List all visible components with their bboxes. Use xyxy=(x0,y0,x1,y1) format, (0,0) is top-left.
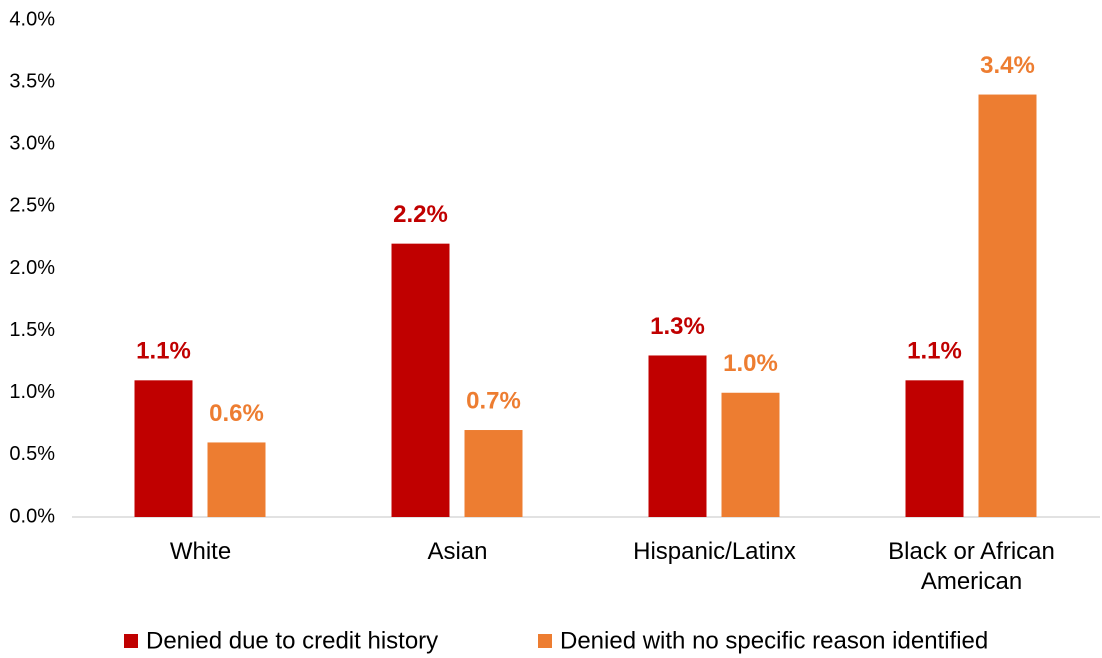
bar xyxy=(134,380,193,517)
value-label: 1.1% xyxy=(907,338,962,365)
x-tick-label: White xyxy=(169,538,232,565)
value-label: 3.4% xyxy=(980,52,1035,79)
bar xyxy=(905,380,964,517)
value-label: 0.7% xyxy=(466,387,521,414)
legend-label: Denied with no specific reason identifie… xyxy=(560,627,988,654)
y-tick-label: 4.0% xyxy=(9,8,55,30)
value-label: 1.1% xyxy=(136,338,191,365)
value-label: 1.0% xyxy=(723,350,778,377)
y-tick-label: 1.5% xyxy=(9,319,55,341)
x-tick-label: Asian xyxy=(427,538,488,565)
value-label: 1.3% xyxy=(650,313,705,340)
value-label: 2.2% xyxy=(393,201,448,228)
bar xyxy=(648,355,707,517)
y-tick-label: 3.0% xyxy=(9,133,55,155)
y-tick-label: 2.0% xyxy=(9,257,55,279)
y-tick-label: 3.5% xyxy=(9,70,55,92)
x-tick-label: Hispanic/Latinx xyxy=(633,538,796,565)
bar xyxy=(721,392,780,517)
bar xyxy=(207,442,266,517)
bar xyxy=(978,94,1037,518)
y-tick-label: 1.0% xyxy=(9,381,55,403)
legend-swatch xyxy=(538,634,552,648)
legend-swatch xyxy=(124,634,138,648)
y-tick-label: 0.5% xyxy=(9,443,55,465)
y-tick-label: 0.0% xyxy=(9,505,55,527)
value-label: 0.6% xyxy=(209,400,264,427)
legend-label: Denied due to credit history xyxy=(146,627,438,654)
x-tick-label: Black or African American xyxy=(888,538,1055,595)
bar xyxy=(464,430,523,517)
bar xyxy=(391,243,450,517)
y-tick-label: 2.5% xyxy=(9,195,55,217)
